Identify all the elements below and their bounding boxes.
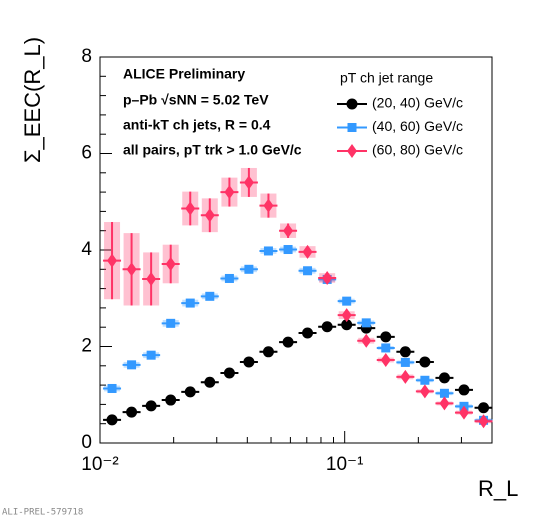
marker — [263, 246, 273, 256]
marker — [380, 331, 392, 343]
marker — [419, 384, 430, 399]
marker — [263, 198, 274, 213]
marker — [478, 414, 489, 429]
legend-marker — [346, 98, 358, 110]
marker — [302, 244, 313, 259]
legend-label: (20, 40) GeV/c — [372, 95, 463, 111]
marker — [223, 367, 235, 379]
marker — [381, 343, 391, 353]
annotation: ALICE Preliminary — [123, 66, 245, 82]
marker — [126, 262, 137, 277]
marker — [262, 346, 274, 358]
y-tick-label: 6 — [81, 143, 92, 164]
marker — [342, 296, 352, 306]
marker — [400, 357, 410, 367]
marker — [458, 384, 470, 396]
y-tick-label: 4 — [81, 239, 92, 260]
marker — [107, 253, 118, 268]
marker — [184, 386, 196, 398]
marker — [399, 346, 411, 358]
marker — [243, 175, 254, 190]
marker — [458, 405, 469, 420]
annotation: anti-kT ch jets, R = 0.4 — [123, 117, 271, 133]
marker — [361, 318, 371, 328]
marker — [380, 353, 391, 368]
marker — [165, 394, 177, 406]
legend-label: (40, 60) GeV/c — [372, 118, 463, 134]
legend-marker — [347, 123, 357, 132]
marker — [127, 360, 137, 370]
marker — [420, 375, 430, 385]
annotation: all pairs, pT trk > 1.0 GeV/c — [123, 142, 302, 158]
marker — [204, 208, 215, 223]
marker — [302, 327, 314, 339]
marker — [341, 308, 352, 323]
marker — [126, 406, 138, 418]
marker — [321, 321, 333, 333]
marker — [478, 402, 490, 414]
y-tick-label: 0 — [81, 432, 92, 453]
marker — [341, 319, 353, 331]
marker — [165, 256, 176, 271]
marker — [205, 291, 215, 301]
marker — [224, 273, 234, 283]
marker — [243, 356, 255, 368]
marker — [224, 185, 235, 200]
marker — [438, 372, 450, 384]
y-axis-label: Σ_EEC(R_L) — [20, 37, 45, 163]
marker — [419, 356, 431, 368]
marker — [400, 369, 411, 384]
marker — [244, 264, 254, 274]
legend-title: pT ch jet range — [340, 70, 433, 86]
marker — [185, 298, 195, 308]
marker — [322, 270, 333, 285]
marker — [185, 201, 196, 216]
marker — [283, 245, 293, 255]
y-tick-label: 2 — [81, 336, 92, 357]
marker — [145, 400, 157, 412]
x-tick-label: 10⁻¹ — [326, 454, 364, 475]
marker — [361, 333, 372, 348]
x-tick-label: 10⁻² — [81, 454, 119, 475]
marker — [439, 388, 449, 398]
legend-marker — [347, 144, 357, 158]
y-tick-label: 8 — [81, 46, 92, 67]
x-axis-label: R_L — [478, 476, 518, 501]
marker — [439, 396, 450, 411]
marker — [146, 271, 157, 286]
footer: ALI-PREL-579718 — [2, 508, 83, 518]
marker — [283, 223, 294, 238]
marker — [303, 266, 313, 276]
marker — [204, 376, 216, 388]
marker — [106, 414, 118, 426]
marker — [107, 383, 117, 393]
marker — [146, 350, 156, 360]
legend-label: (60, 80) GeV/c — [372, 142, 463, 158]
marker — [282, 336, 294, 348]
annotation: p–Pb √sNN = 5.02 TeV — [123, 92, 269, 108]
marker — [166, 318, 176, 328]
